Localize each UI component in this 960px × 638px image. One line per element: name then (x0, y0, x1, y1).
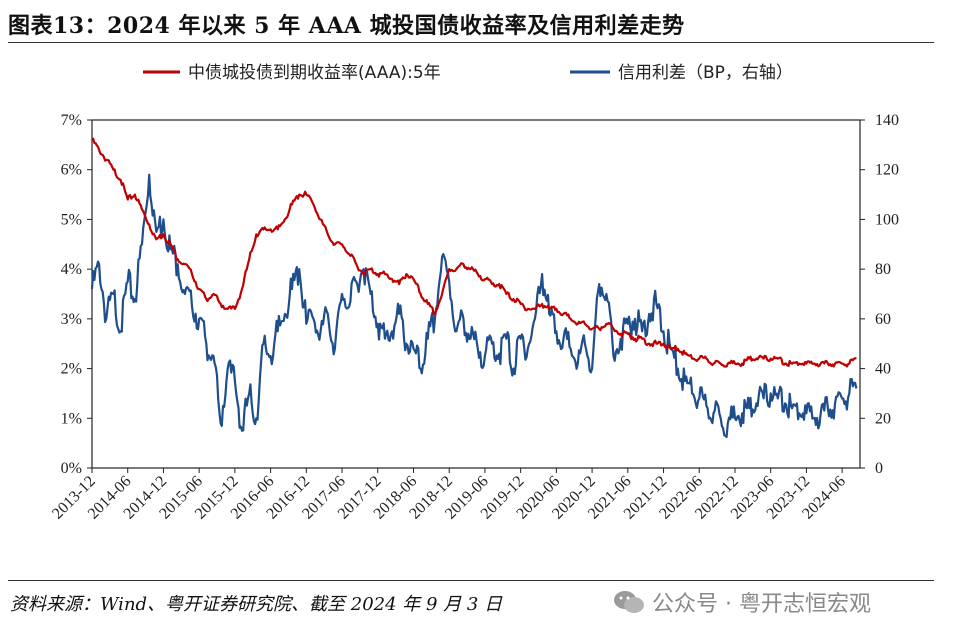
right-tick-label: 0 (875, 460, 883, 477)
chart-svg: 中债城投债到期收益率(AAA):5年 信用利差（BP，右轴） 0% 1% 2% 3% 4… (49, 63, 899, 523)
right-tick-label: 80 (875, 261, 891, 278)
left-tick-label: 0% (61, 460, 82, 477)
bottom-rule (8, 580, 934, 581)
right-tick-label: 100 (875, 211, 899, 228)
series-lines (90, 137, 858, 438)
left-tick-label: 4% (61, 261, 82, 278)
right-tick-label: 20 (875, 410, 891, 427)
legend-spread-label: 信用利差（BP，右轴） (618, 63, 793, 83)
chart-title: 图表13：2024 年以来 5 年 AAA 城投国债收益率及信用利差走势 (8, 13, 685, 39)
axes: 0%1%2%3%4%5%6%7%0204060801001201402013-1… (49, 112, 899, 523)
legend-yield-label: 中债城投债到期收益率(AAA):5年 (188, 63, 441, 83)
left-tick-label: 7% (61, 112, 82, 129)
left-tick-label: 6% (61, 162, 82, 179)
series-line-yield (91, 137, 857, 368)
top-rule (8, 42, 934, 43)
right-tick-label: 120 (875, 162, 899, 179)
right-tick-label: 140 (875, 112, 899, 129)
legend: 中债城投债到期收益率(AAA):5年 信用利差（BP，右轴） (143, 63, 793, 83)
right-tick-label: 60 (875, 311, 891, 328)
left-tick-label: 5% (61, 211, 82, 228)
series-line-credit-spread (90, 173, 858, 438)
plot-frame (91, 119, 861, 469)
watermark: 公众号 · 粤开志恒宏观 (612, 586, 871, 618)
source-note: 资料来源：Wind、粤开证券研究院、截至 2024 年 9 月 3 日 (10, 594, 503, 615)
left-tick-label: 2% (61, 361, 82, 378)
left-tick-label: 1% (61, 410, 82, 427)
left-tick-label: 3% (61, 311, 82, 328)
right-tick-label: 40 (875, 361, 891, 378)
watermark-text: 公众号 · 粤开志恒宏观 (652, 592, 871, 617)
wechat-icon (614, 591, 644, 613)
